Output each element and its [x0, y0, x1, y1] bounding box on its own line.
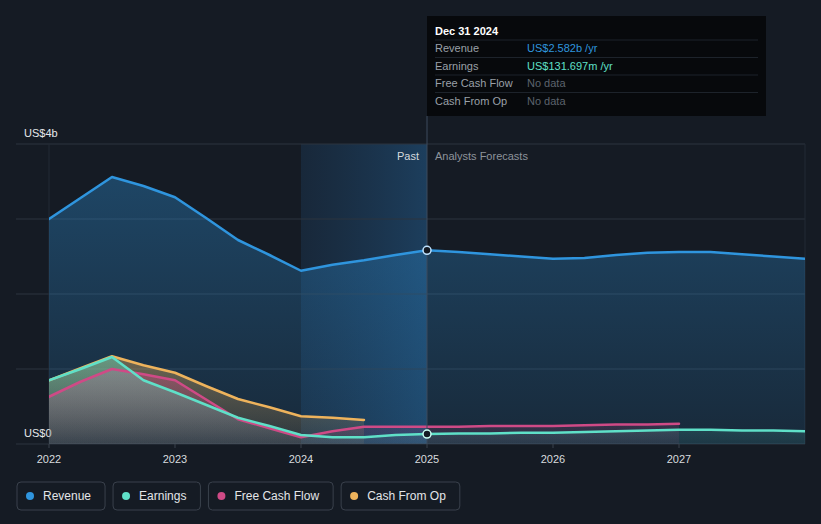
legend-label: Free Cash Flow — [234, 489, 319, 503]
background — [0, 0, 821, 524]
x-tick — [49, 444, 50, 448]
x-tick-label: 2022 — [37, 453, 61, 465]
tooltip-label: Cash From Op — [435, 95, 507, 107]
series-line — [49, 356, 364, 420]
tooltip-label: Free Cash Flow — [435, 77, 513, 89]
tooltip-divider — [435, 40, 758, 41]
tooltip-label: Revenue — [435, 42, 479, 54]
x-tick — [427, 444, 428, 448]
legend-box — [341, 482, 460, 510]
grid-line — [16, 144, 805, 145]
x-tick — [175, 444, 176, 448]
x-tick-label: 2023 — [163, 453, 187, 465]
x-tick-label: 2025 — [415, 453, 439, 465]
tooltip-divider — [435, 75, 758, 76]
legend-box — [17, 482, 105, 510]
legend-swatch — [350, 492, 358, 500]
y-tick-label: US$4b — [24, 127, 58, 139]
tooltip-marker — [423, 430, 431, 438]
tooltip-title: Dec 31 2024 — [435, 25, 499, 37]
legend-item: Free Cash Flow — [208, 482, 333, 510]
legend-box — [208, 482, 333, 510]
tooltip-value: US$2.582b /yr — [527, 42, 598, 54]
tooltip-line — [427, 116, 428, 444]
x-tick-label: 2024 — [289, 453, 313, 465]
tooltip-note: No data — [527, 77, 566, 89]
x-tick-label: 2027 — [667, 453, 691, 465]
legend-swatch — [122, 492, 130, 500]
legend-box — [113, 482, 200, 510]
x-tick — [553, 444, 554, 448]
legend-swatch — [217, 492, 225, 500]
past-label: Past — [397, 150, 419, 162]
legend-item: Cash From Op — [341, 482, 460, 510]
legend-label: Revenue — [43, 489, 91, 503]
legend-item: Revenue — [17, 482, 105, 510]
tooltip-label: Earnings — [435, 60, 479, 72]
tooltip-divider — [435, 57, 758, 58]
legend-swatch — [26, 492, 34, 500]
legend-label: Cash From Op — [367, 489, 446, 503]
tooltip-marker — [423, 246, 431, 254]
grid — [16, 144, 805, 444]
y-tick-label: US$0 — [24, 427, 52, 439]
tooltip-value: US$131.697m /yr — [527, 60, 613, 72]
tooltip-note: No data — [527, 95, 566, 107]
chart: US$0 US$4b 2022 2023 2024 2025 2026 2027 Past Ana… — [0, 0, 821, 524]
x-tick — [679, 444, 680, 448]
x-tick-label: 2026 — [541, 453, 565, 465]
tooltip-divider — [435, 92, 758, 93]
x-tick — [301, 444, 302, 448]
tooltip-box — [427, 16, 766, 116]
legend-item: Earnings — [113, 482, 200, 510]
legend-label: Earnings — [139, 489, 186, 503]
forecast-label: Analysts Forecasts — [435, 150, 528, 162]
